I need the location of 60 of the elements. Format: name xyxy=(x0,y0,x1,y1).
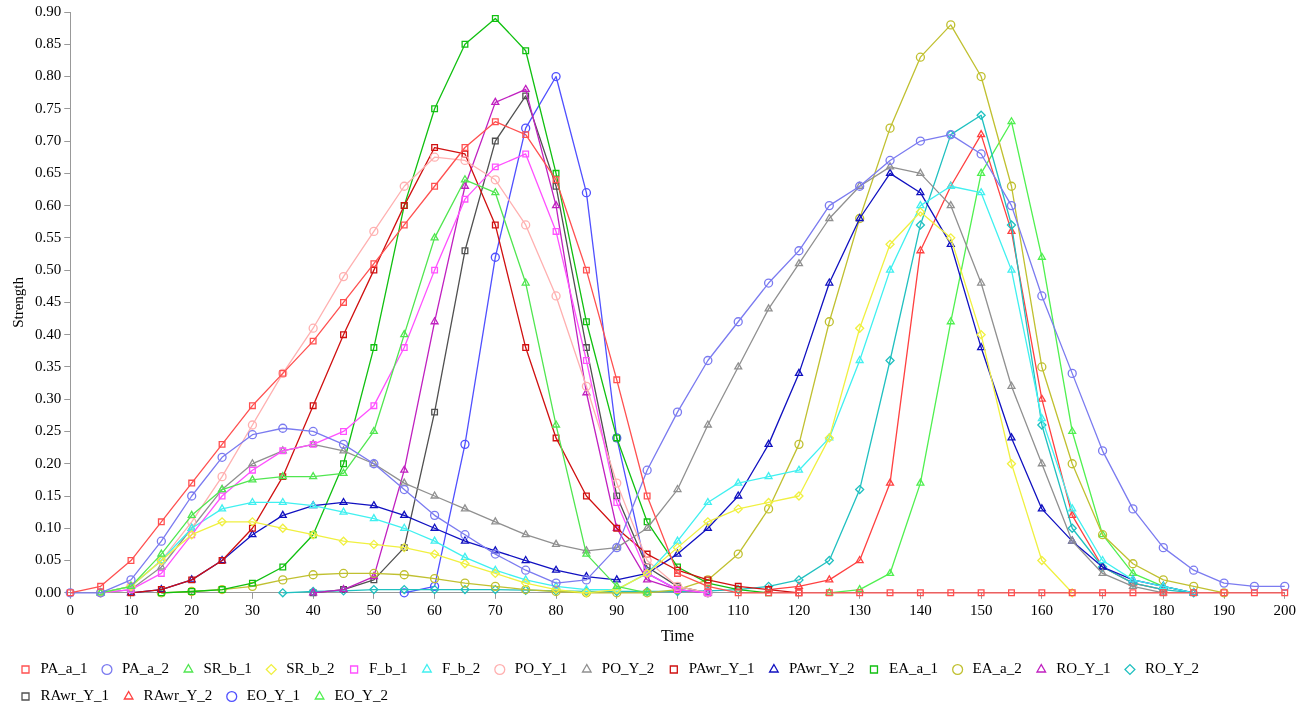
legend-label: SR_b_1 xyxy=(203,660,252,677)
legend-label: PA_a_2 xyxy=(121,660,169,677)
x-tick-label: 180 xyxy=(1152,601,1175,618)
x-axis-title: Time xyxy=(660,626,695,644)
legend-label: PAwr_Y_1 xyxy=(688,660,755,677)
legend-label: EA_a_2 xyxy=(972,660,1022,677)
y-tick-label: 0.50 xyxy=(35,261,62,278)
y-tick-label: 0.85 xyxy=(35,35,62,52)
y-tick-label: 0.05 xyxy=(35,551,62,568)
legend-label: RO_Y_2 xyxy=(1144,660,1200,677)
x-tick-label: 80 xyxy=(548,601,564,618)
y-tick-label: 0.10 xyxy=(35,519,62,536)
legend-label: F_b_1 xyxy=(369,660,408,677)
x-tick-label: 200 xyxy=(1273,601,1296,618)
x-tick-label: 40 xyxy=(305,601,321,618)
x-tick-label: 110 xyxy=(727,601,750,618)
y-tick-label: 0.30 xyxy=(35,390,62,407)
x-tick-label: 50 xyxy=(366,601,382,618)
y-tick-label: 0.25 xyxy=(35,422,62,439)
legend-label: RAwr_Y_1 xyxy=(40,687,110,704)
y-tick-label: 0.40 xyxy=(35,325,62,342)
x-tick-label: 30 xyxy=(244,601,260,618)
y-tick-label: 0.20 xyxy=(35,454,62,471)
x-tick-label: 140 xyxy=(909,601,932,618)
y-tick-label: 0.55 xyxy=(35,228,62,245)
x-tick-label: 0 xyxy=(66,601,74,618)
legend-label: EO_Y_2 xyxy=(334,687,388,704)
y-tick-label: 0.00 xyxy=(35,583,62,600)
y-axis-title: Strength xyxy=(9,276,26,328)
x-tick-label: 120 xyxy=(787,601,811,618)
y-tick-label: 0.45 xyxy=(35,293,62,310)
legend-label: PO_Y_2 xyxy=(601,660,655,677)
x-tick-label: 150 xyxy=(969,601,993,618)
legend-label: RO_Y_1 xyxy=(1056,660,1111,677)
y-tick-label: 0.70 xyxy=(35,132,62,148)
y-tick-label: 0.80 xyxy=(35,67,62,84)
legend-label: PO_Y_1 xyxy=(514,660,568,677)
y-tick-label: 0.65 xyxy=(35,164,62,181)
y-tick-label: 0.75 xyxy=(35,99,62,116)
legend-label: SR_b_2 xyxy=(286,660,335,677)
x-tick-label: 90 xyxy=(609,601,625,618)
y-tick-label: 0.60 xyxy=(35,196,62,213)
legend-label: PAwr_Y_2 xyxy=(788,660,855,677)
y-tick-label: 0.35 xyxy=(35,357,62,374)
x-tick-label: 20 xyxy=(184,601,200,618)
x-tick-label: 190 xyxy=(1212,601,1236,618)
legend-label: EA_a_1 xyxy=(888,660,939,677)
x-tick-label: 170 xyxy=(1091,601,1114,618)
x-tick-label: 100 xyxy=(666,601,689,618)
legend-label: PA_a_1 xyxy=(40,660,88,677)
legend-label: RAwr_Y_2 xyxy=(143,687,213,704)
x-tick-label: 130 xyxy=(848,601,871,618)
x-tick-label: 10 xyxy=(123,601,139,618)
x-tick-label: 70 xyxy=(487,601,503,618)
legend-label: F_b_2 xyxy=(441,660,481,677)
legend-label: EO_Y_1 xyxy=(246,687,301,704)
y-tick-label: 0.90 xyxy=(35,2,62,19)
x-tick-label: 60 xyxy=(427,601,443,618)
y-tick-label: 0.15 xyxy=(35,486,62,503)
x-tick-label: 160 xyxy=(1030,601,1054,618)
